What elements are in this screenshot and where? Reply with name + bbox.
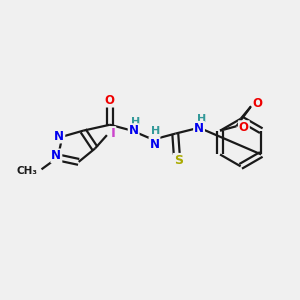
Text: S: S [174,154,183,167]
Text: N: N [54,130,64,142]
Text: CH₃: CH₃ [16,166,37,176]
Text: H: H [151,126,160,136]
Text: O: O [253,97,262,110]
Text: N: N [194,122,204,135]
Text: N: N [129,124,139,137]
Text: O: O [239,121,249,134]
Text: O: O [105,94,115,106]
Text: H: H [130,117,140,127]
Text: N: N [149,138,160,151]
Text: N: N [51,149,62,162]
Text: H: H [197,114,207,124]
Text: I: I [110,127,115,140]
